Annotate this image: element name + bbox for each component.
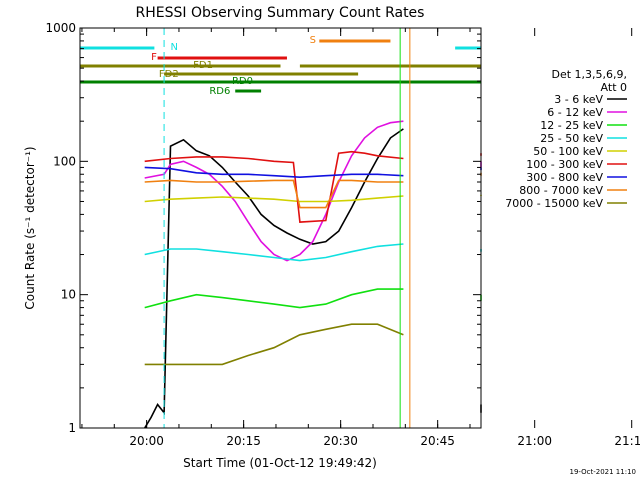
x-axis-label: Start Time (01-Oct-12 19:49:42) <box>183 456 377 470</box>
legend-entry-label: 25 - 50 keV <box>540 132 603 145</box>
x-tick-label: 20:00 <box>129 434 164 448</box>
legend-entry-label: 6 - 12 keV <box>547 106 603 119</box>
flag-label: FD2 <box>159 69 179 80</box>
legend-entry-label: 12 - 25 keV <box>540 119 603 132</box>
series-line <box>144 166 404 179</box>
y-tick-label: 1000 <box>45 21 76 35</box>
flag-label: F <box>151 52 157 63</box>
series-line <box>144 179 404 209</box>
series-line <box>144 288 404 309</box>
axes: 20:00 20:15 20:30 20:45 21:00 21:15 1 10 100 1000 <box>45 21 640 448</box>
y-axis-label: Count Rate (s⁻¹ detector⁻¹) <box>23 146 37 309</box>
y-tick-label: 10 <box>61 288 76 302</box>
series-line <box>144 195 404 203</box>
legend-entry-label: 800 - 7000 keV <box>519 184 603 197</box>
flag-label: S <box>310 35 316 46</box>
vertical-markers <box>163 28 411 428</box>
legend-entry-label: 300 - 800 keV <box>526 171 603 184</box>
legend-entry-label: 7000 - 15000 keV <box>505 197 603 210</box>
flag-label: RD0 <box>232 76 253 87</box>
y-tick-label: 100 <box>53 154 76 168</box>
series-line <box>144 128 404 429</box>
plot-area <box>79 27 482 429</box>
timestamp-label: 19-Oct-2021 11:10 <box>570 468 636 476</box>
x-tick-label: 21:00 <box>517 434 552 448</box>
legend-entry-label: 3 - 6 keV <box>554 93 603 106</box>
chart-title: RHESSI Observing Summary Count Rates <box>136 5 425 21</box>
legend-header: Det 1,3,5,6,9, <box>551 68 627 81</box>
flag-label: N <box>171 42 178 53</box>
legend-header: Att 0 <box>601 81 627 94</box>
x-tick-label: 20:30 <box>323 434 358 448</box>
series-line <box>144 243 404 262</box>
y-tick-label: 1 <box>68 421 76 435</box>
flag-label: FD1 <box>193 60 213 71</box>
series-line <box>144 323 404 366</box>
x-tick-label: 20:15 <box>226 434 261 448</box>
series-line <box>144 120 404 262</box>
x-tick-label: 20:45 <box>420 434 455 448</box>
flag-label: RD6 <box>209 86 230 97</box>
legend-entry-label: 50 - 100 keV <box>533 145 603 158</box>
x-tick-label: 21:15 <box>614 434 640 448</box>
legend-entry-label: 100 - 300 keV <box>526 158 603 171</box>
